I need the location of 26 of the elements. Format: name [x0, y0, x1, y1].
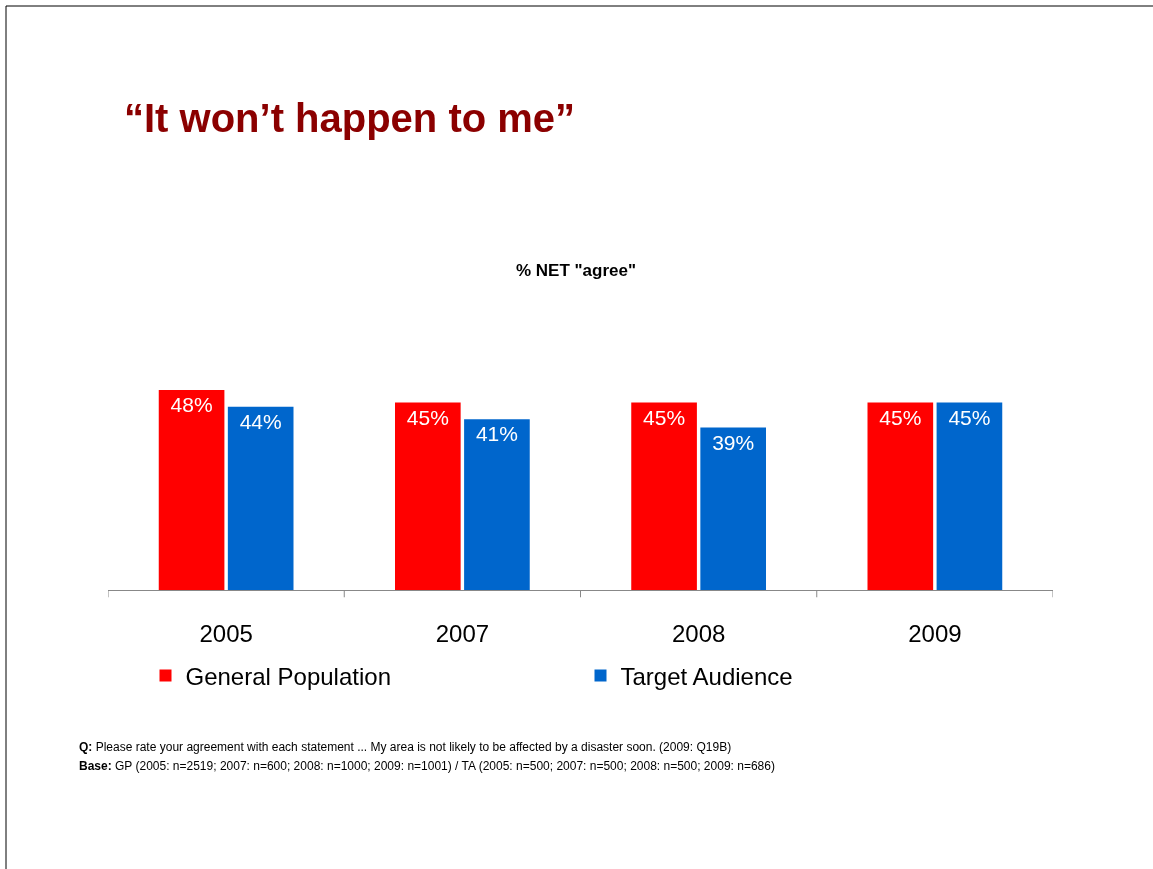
legend-label: Target Audience	[620, 662, 793, 690]
bar	[700, 427, 766, 590]
data-label: 45%	[879, 405, 922, 429]
text: Q: Please rate your agreement with each statement ... My area is not likely to be affected by a disaster soon. (2009: Q19B)	[79, 740, 732, 754]
bar	[158, 390, 225, 590]
data-label: 44%	[239, 409, 282, 433]
bar	[631, 402, 697, 590]
x-tick-label: 2008	[671, 619, 726, 647]
bar	[395, 402, 461, 590]
data-label: 45%	[643, 405, 686, 429]
data-label: 41%	[475, 422, 518, 446]
chart-title: “It won’t happen to me”	[124, 96, 576, 140]
bar	[936, 402, 1003, 590]
data-label: 45%	[948, 405, 991, 429]
x-tick-label: 2009	[908, 619, 962, 647]
bar	[867, 402, 934, 590]
data-label: 45%	[406, 405, 449, 429]
x-tick-label: 2005	[199, 619, 253, 647]
x-tick-label: 2007	[435, 619, 490, 647]
bar	[464, 419, 530, 590]
legend-label: General Population	[185, 662, 391, 690]
text: Base: GP (2005: n=2519; 2007: n=600; 2008: n=1000; 2009: n=1001) / TA (2005: n=500; 2007: n=500; 2008: n=500; 2009: n=686)	[79, 759, 775, 773]
bar	[227, 406, 294, 590]
data-label: 39%	[712, 430, 755, 454]
data-label: 48%	[170, 393, 213, 416]
chart-subtitle: % NET "agree"	[516, 261, 637, 280]
